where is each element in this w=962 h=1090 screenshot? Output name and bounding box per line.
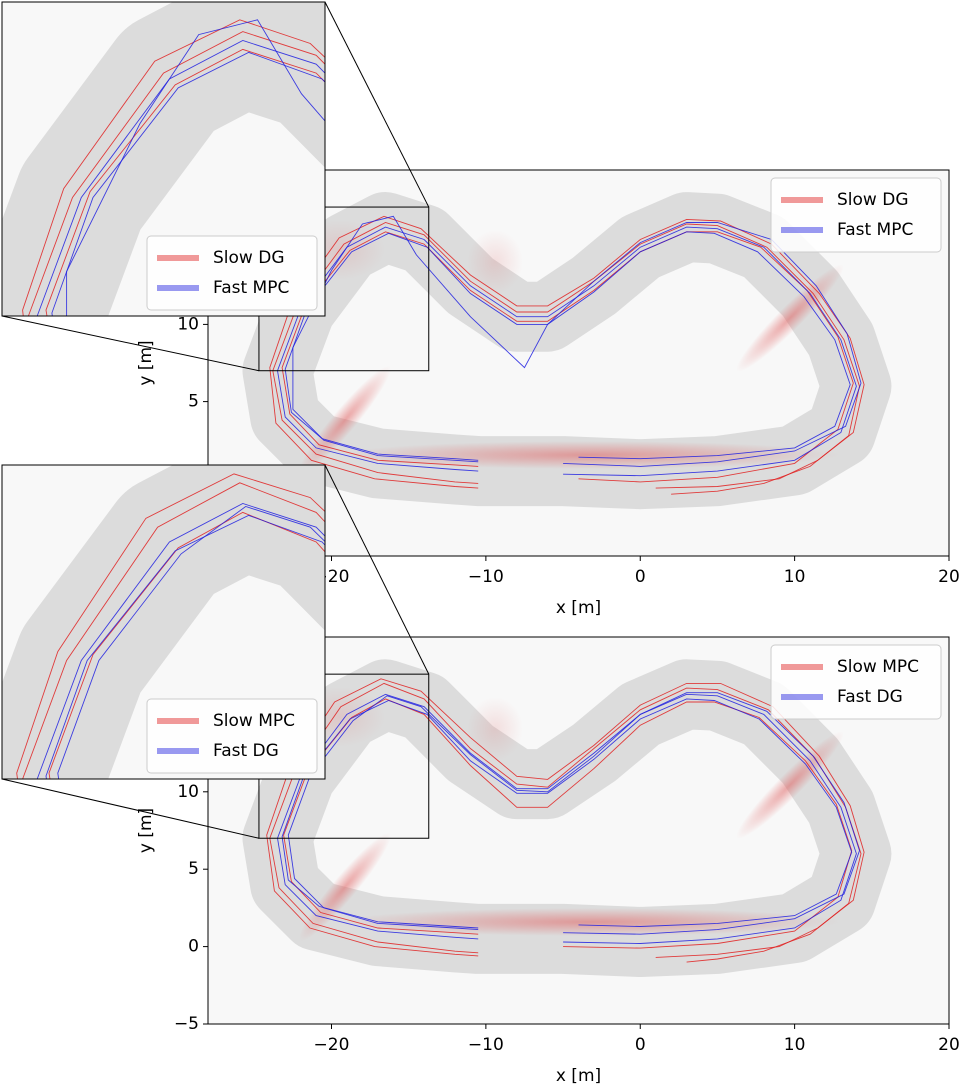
- plot-content: [242, 192, 892, 510]
- density-blob: [299, 365, 391, 475]
- trajectory: [277, 693, 857, 944]
- trajectory: [287, 692, 860, 935]
- legend-box: [770, 177, 942, 253]
- y-tick-label: 5: [188, 859, 199, 879]
- legend: Slow DG Fast MPC: [770, 177, 942, 253]
- x-tick-label: 20: [938, 1035, 960, 1055]
- legend-label: Slow DG: [837, 190, 909, 210]
- legend-box: [146, 235, 318, 311]
- trajectory: [281, 231, 854, 483]
- density-blob: [736, 731, 844, 839]
- density-blob: [467, 230, 523, 294]
- trajectory: [284, 231, 851, 461]
- legend-label: Slow MPC: [837, 657, 919, 677]
- x-tick-label: 20: [938, 567, 960, 587]
- connector: [1, 315, 260, 372]
- legend: Slow MPC Fast DG: [770, 644, 942, 720]
- density-blob: [299, 832, 391, 942]
- connector: [324, 464, 430, 675]
- legend: Slow MPC Fast DG: [146, 698, 318, 774]
- trajectory: [292, 215, 862, 467]
- x-tick-label: 10: [784, 567, 806, 587]
- x-tick-label: −10: [468, 1035, 504, 1055]
- x-tick-label: 0: [635, 567, 646, 587]
- density-blob: [467, 697, 523, 761]
- legend-box: [146, 698, 318, 774]
- connector: [324, 1, 430, 208]
- legend-label: Slow MPC: [213, 711, 295, 731]
- y-tick-label: 10: [177, 314, 199, 334]
- legend-label: Fast DG: [213, 741, 279, 761]
- legend-box: [770, 644, 942, 720]
- y-axis-label: y [m]: [136, 808, 156, 853]
- legend-label: Fast DG: [837, 687, 903, 707]
- x-tick-label: −10: [468, 567, 504, 587]
- y-tick-label: 0: [188, 937, 199, 957]
- trajectory: [266, 678, 865, 958]
- y-tick-label: −5: [174, 1014, 199, 1034]
- x-axis-label: x [m]: [556, 1066, 601, 1086]
- y-axis-label: y [m]: [136, 340, 156, 385]
- inset-frame: [1, 1, 326, 317]
- x-tick-label: −20: [314, 1035, 350, 1055]
- trajectory: [269, 215, 865, 489]
- y-tick-label: 10: [177, 782, 199, 802]
- y-tick-label: 5: [188, 392, 199, 412]
- legend-label: Fast MPC: [213, 278, 289, 298]
- inset-frame: [1, 464, 326, 780]
- legend-label: Slow DG: [213, 248, 285, 268]
- trajectory: [281, 698, 853, 929]
- x-tick-label: 10: [784, 1035, 806, 1055]
- x-axis-label: x [m]: [556, 598, 601, 618]
- x-tick-label: 0: [635, 1035, 646, 1055]
- legend-label: Fast MPC: [837, 220, 913, 240]
- trajectory: [277, 226, 857, 477]
- connector: [1, 778, 260, 839]
- plot-frame: [207, 636, 950, 1025]
- trajectory: [269, 682, 862, 963]
- plot-frame: [207, 169, 950, 557]
- trajectory: [283, 698, 853, 949]
- legend: Slow DG Fast MPC: [146, 235, 318, 311]
- trajectory: [272, 222, 860, 495]
- plot-content: [242, 659, 892, 977]
